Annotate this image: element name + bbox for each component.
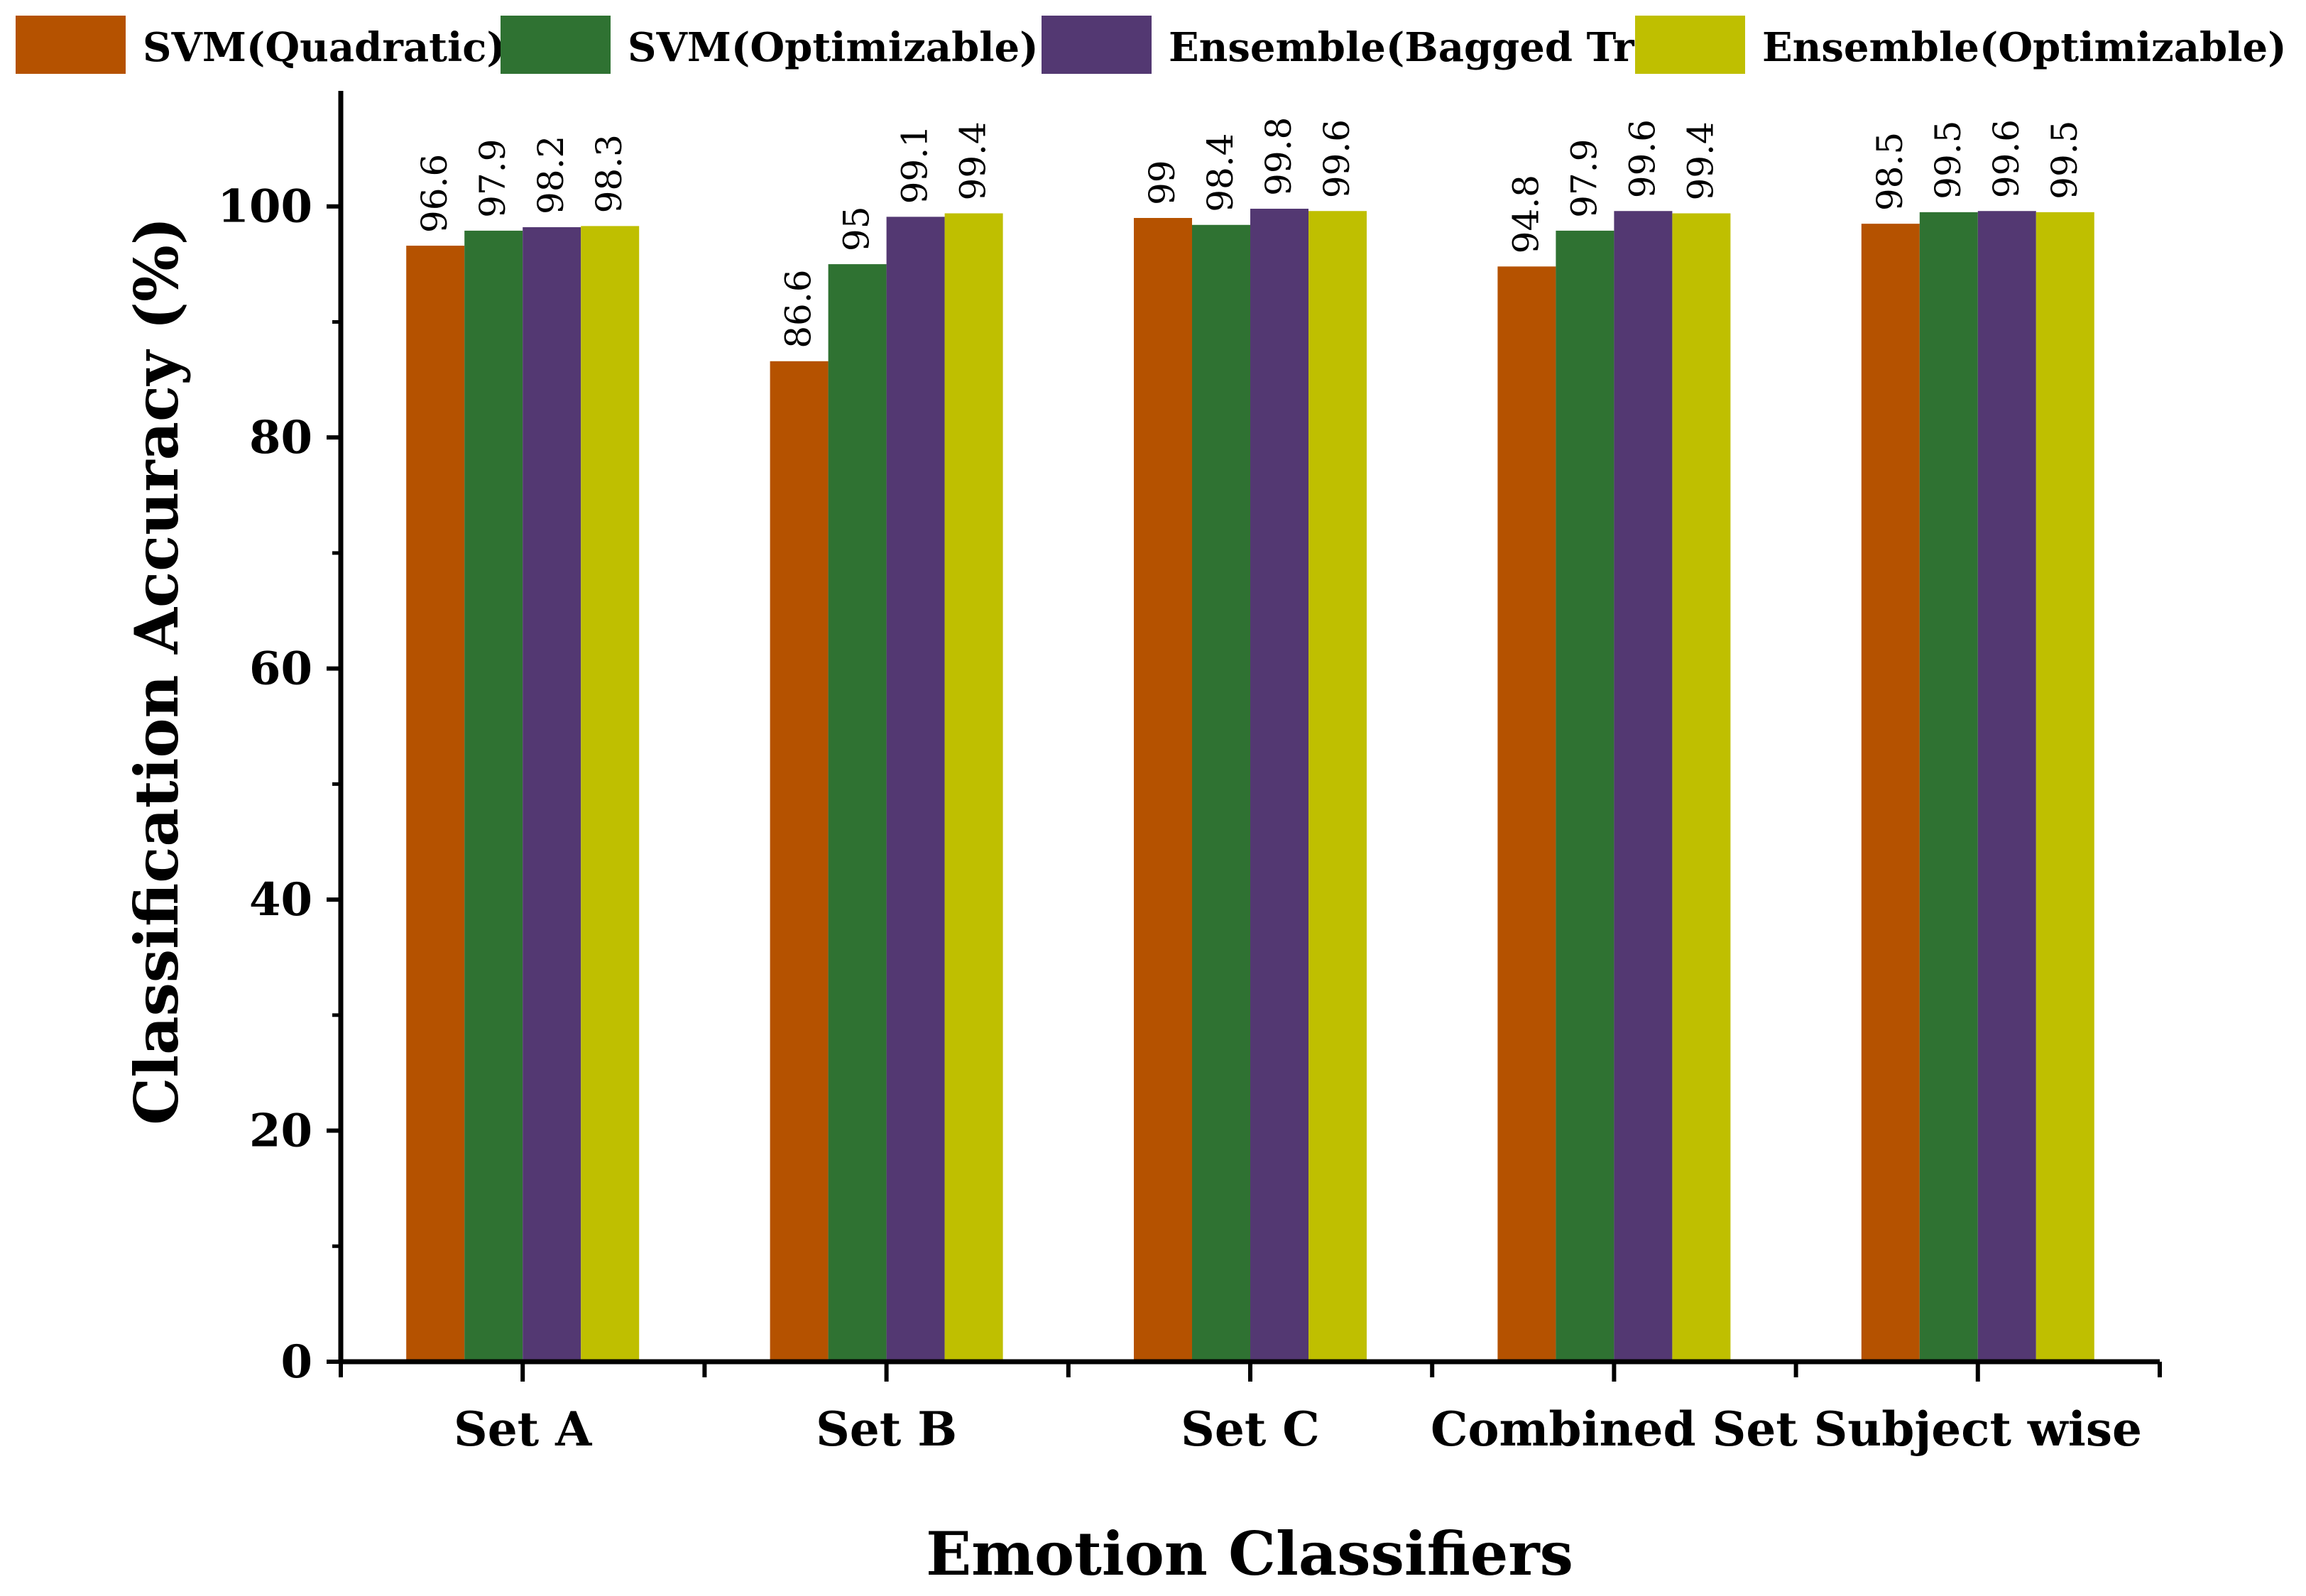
y-tick-label: 80 <box>249 411 312 464</box>
data-label: 99.5 <box>2044 121 2085 200</box>
data-label: 99.6 <box>1986 119 2027 198</box>
bar <box>886 217 945 1362</box>
bar <box>1672 213 1731 1362</box>
bar <box>1556 230 1614 1362</box>
data-label: 95 <box>836 206 878 251</box>
y-tick-label: 60 <box>249 643 312 696</box>
bar <box>523 227 581 1362</box>
bar <box>1308 211 1367 1362</box>
data-label: 97.9 <box>1563 139 1605 218</box>
bar <box>828 264 887 1362</box>
y-axis-title: Classification Accuracy (%) <box>121 217 192 1125</box>
data-label: 99.1 <box>895 125 936 204</box>
x-axis-ticks: Set A Set B Set C Combined Set Subject wise <box>339 1362 2162 1457</box>
bar <box>406 246 465 1362</box>
bar <box>1919 212 1978 1362</box>
data-label: 99.6 <box>1622 119 1663 198</box>
data-label: 98.4 <box>1200 133 1241 212</box>
bar <box>1192 224 1250 1362</box>
legend-label: SVM(Optimizable) <box>628 24 1039 71</box>
x-axis-title: Emotion Classifiers <box>926 1519 1573 1589</box>
legend-label: SVM(Quadratic) <box>143 24 506 71</box>
data-label: 99 <box>1142 160 1183 205</box>
bar <box>1134 218 1192 1362</box>
data-label: 99.8 <box>1258 117 1299 196</box>
data-label: 98.5 <box>1869 132 1911 211</box>
legend-swatch <box>1635 16 1745 74</box>
data-label: 86.6 <box>778 269 819 348</box>
data-labels: 96.6 97.9 98.2 98.3 86.6 95 99.1 99.4 99 98.4 99.8… <box>414 117 2085 349</box>
bar <box>581 226 640 1362</box>
legend-label: Ensemble(Bagged Tree) <box>1169 24 1703 71</box>
x-category-label: Set B <box>816 1401 957 1457</box>
x-category-label: Set C <box>1181 1401 1320 1457</box>
y-tick-label: 40 <box>249 873 312 927</box>
bar <box>944 213 1003 1362</box>
data-label: 94.8 <box>1505 175 1546 253</box>
legend: SVM(Quadratic) SVM(Optimizable) Ensemble(B… <box>16 16 2287 74</box>
data-label: 96.6 <box>414 154 455 233</box>
bar <box>464 230 523 1362</box>
data-label: 98.3 <box>589 134 630 213</box>
legend-swatch <box>501 16 611 74</box>
data-label: 98.2 <box>530 136 572 214</box>
y-tick-label: 0 <box>280 1335 312 1389</box>
bar <box>1250 208 1308 1362</box>
x-category-label: Combined Set <box>1431 1401 1798 1457</box>
x-category-label: Subject wise <box>1814 1401 2142 1457</box>
y-tick-label: 100 <box>217 180 312 234</box>
legend-swatch <box>1042 16 1152 74</box>
data-label: 99.4 <box>1680 121 1721 200</box>
x-category-label: Set A <box>454 1401 592 1457</box>
bar <box>2035 212 2094 1362</box>
bar <box>1497 266 1556 1362</box>
data-label: 97.9 <box>472 139 513 218</box>
legend-label: Ensemble(Optimizable) <box>1762 24 2287 71</box>
bar <box>770 361 829 1362</box>
bars <box>406 208 2094 1362</box>
bar <box>1614 211 1673 1362</box>
bar <box>1861 224 1920 1362</box>
data-label: 99.5 <box>1928 121 1969 200</box>
y-tick-label: 20 <box>249 1105 312 1158</box>
bar <box>1977 211 2036 1362</box>
data-label: 99.6 <box>1316 119 1357 198</box>
data-label: 99.4 <box>953 121 994 200</box>
y-axis-ticks: 0 20 40 60 80 100 <box>217 180 341 1389</box>
legend-swatch <box>16 16 126 74</box>
